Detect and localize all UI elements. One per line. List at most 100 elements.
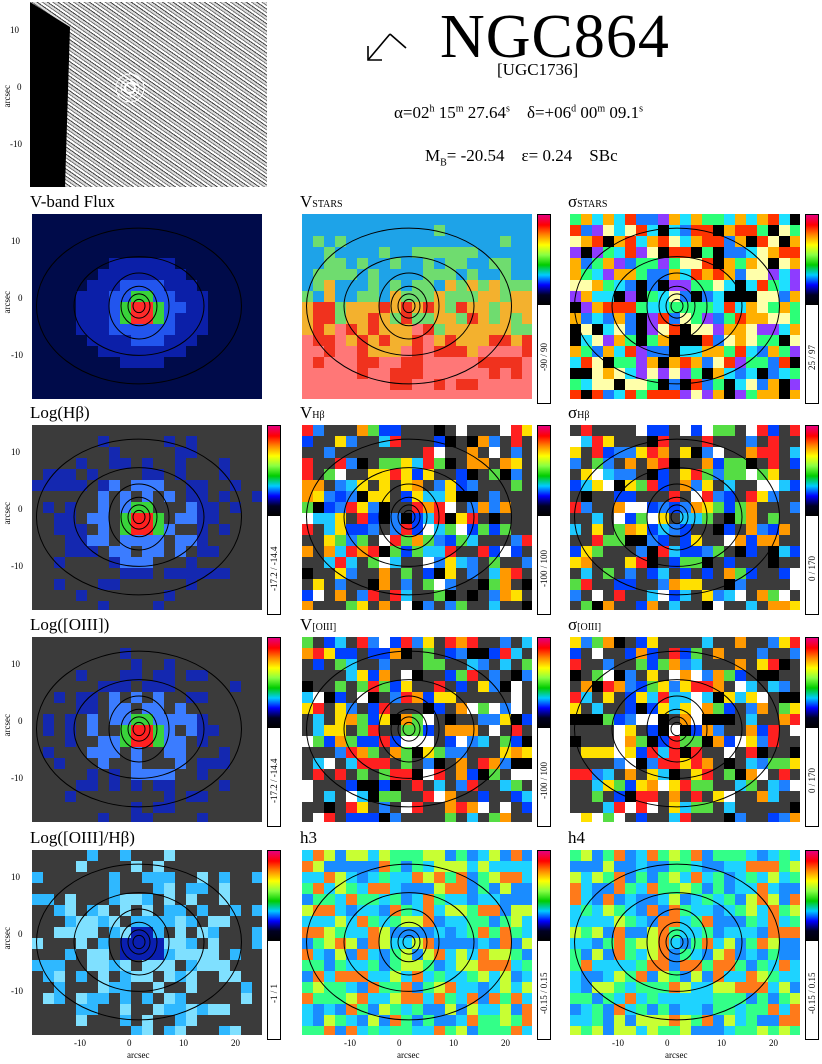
- spaxel: [511, 993, 522, 1004]
- spaxel: [445, 927, 456, 938]
- spaxel: [456, 425, 467, 436]
- spaxel: [625, 670, 636, 681]
- spaxel: [680, 927, 691, 938]
- spaxel: [592, 524, 603, 535]
- y-tick-label: -10: [11, 350, 23, 360]
- spaxel: [186, 368, 197, 379]
- spaxel: [757, 225, 768, 236]
- spaxel: [230, 725, 241, 736]
- spaxel: [669, 769, 680, 780]
- spaxel: [790, 214, 800, 225]
- spaxel: [434, 368, 445, 379]
- spaxel: [680, 214, 691, 225]
- spaxel: [164, 670, 175, 681]
- spaxel: [790, 894, 800, 905]
- spaxel: [379, 491, 390, 502]
- spaxel: [478, 590, 489, 601]
- spaxel: [500, 291, 511, 302]
- spaxel: [467, 280, 478, 291]
- spaxel: [625, 883, 636, 894]
- spaxel: [456, 368, 467, 379]
- spaxel: [208, 502, 219, 513]
- spaxel: [76, 502, 87, 513]
- spaxel: [735, 692, 746, 703]
- spaxel: [423, 214, 434, 225]
- spaxel: [346, 714, 357, 725]
- spaxel: [357, 436, 368, 447]
- spaxel: [76, 971, 87, 982]
- spaxel: [669, 568, 680, 579]
- spaxel: [746, 258, 757, 269]
- spaxel: [768, 368, 779, 379]
- spaxel: [489, 747, 500, 758]
- spaxel: [522, 502, 532, 513]
- spaxel: [32, 780, 43, 791]
- spaxel: [456, 659, 467, 670]
- spaxel: [702, 291, 713, 302]
- spaxel: [669, 681, 680, 692]
- spaxel: [335, 447, 346, 458]
- spaxel: [335, 813, 346, 822]
- spaxel: [603, 971, 614, 982]
- spaxel: [702, 535, 713, 546]
- spaxel: [54, 291, 65, 302]
- spaxel: [713, 535, 724, 546]
- spaxel: [164, 258, 175, 269]
- spaxel: [713, 905, 724, 916]
- spaxel: [241, 579, 252, 590]
- spaxel: [746, 568, 757, 579]
- spaxel: [230, 214, 241, 225]
- spaxel: [412, 291, 423, 302]
- spaxel: [790, 302, 800, 313]
- spaxel: [658, 916, 669, 927]
- spaxel: [54, 758, 65, 769]
- spaxel: [401, 883, 412, 894]
- spaxel: [522, 850, 532, 861]
- spaxel: [790, 927, 800, 938]
- spaxel: [186, 1004, 197, 1015]
- kinematic-map: [32, 214, 262, 399]
- spaxel: [43, 302, 54, 313]
- spaxel: [401, 535, 412, 546]
- spaxel: [570, 469, 581, 480]
- spaxel: [109, 247, 120, 258]
- spaxel: [186, 747, 197, 758]
- spaxel: [313, 368, 324, 379]
- spaxel: [153, 469, 164, 480]
- spaxel: [735, 214, 746, 225]
- spaxel: [724, 280, 735, 291]
- spaxel: [357, 357, 368, 368]
- spaxel: [581, 758, 592, 769]
- spaxel: [357, 513, 368, 524]
- spaxel: [658, 813, 669, 822]
- spaxel: [390, 302, 401, 313]
- spaxel: [680, 993, 691, 1004]
- spaxel: [357, 390, 368, 399]
- spaxel: [313, 436, 324, 447]
- spaxel: [401, 480, 412, 491]
- spaxel: [680, 469, 691, 480]
- spaxel: [219, 971, 230, 982]
- spaxel: [335, 590, 346, 601]
- spaxel: [790, 269, 800, 280]
- spaxel: [522, 670, 532, 681]
- spaxel: [186, 546, 197, 557]
- spaxel: [647, 938, 658, 949]
- spaxel: [131, 302, 142, 313]
- spaxel: [768, 648, 779, 659]
- colorbar: -0.15 / 0.15: [805, 850, 819, 1040]
- spaxel: [54, 458, 65, 469]
- spaxel: [779, 524, 790, 535]
- spaxel: [790, 681, 800, 692]
- spaxel: [142, 469, 153, 480]
- spaxel: [702, 447, 713, 458]
- spaxel: [702, 659, 713, 670]
- spaxel: [87, 692, 98, 703]
- spaxel: [658, 1004, 669, 1015]
- spaxel: [779, 601, 790, 610]
- spaxel: [757, 813, 768, 822]
- spaxel: [647, 1015, 658, 1026]
- spaxel: [357, 960, 368, 971]
- spaxel: [401, 736, 412, 747]
- spaxel: [241, 960, 252, 971]
